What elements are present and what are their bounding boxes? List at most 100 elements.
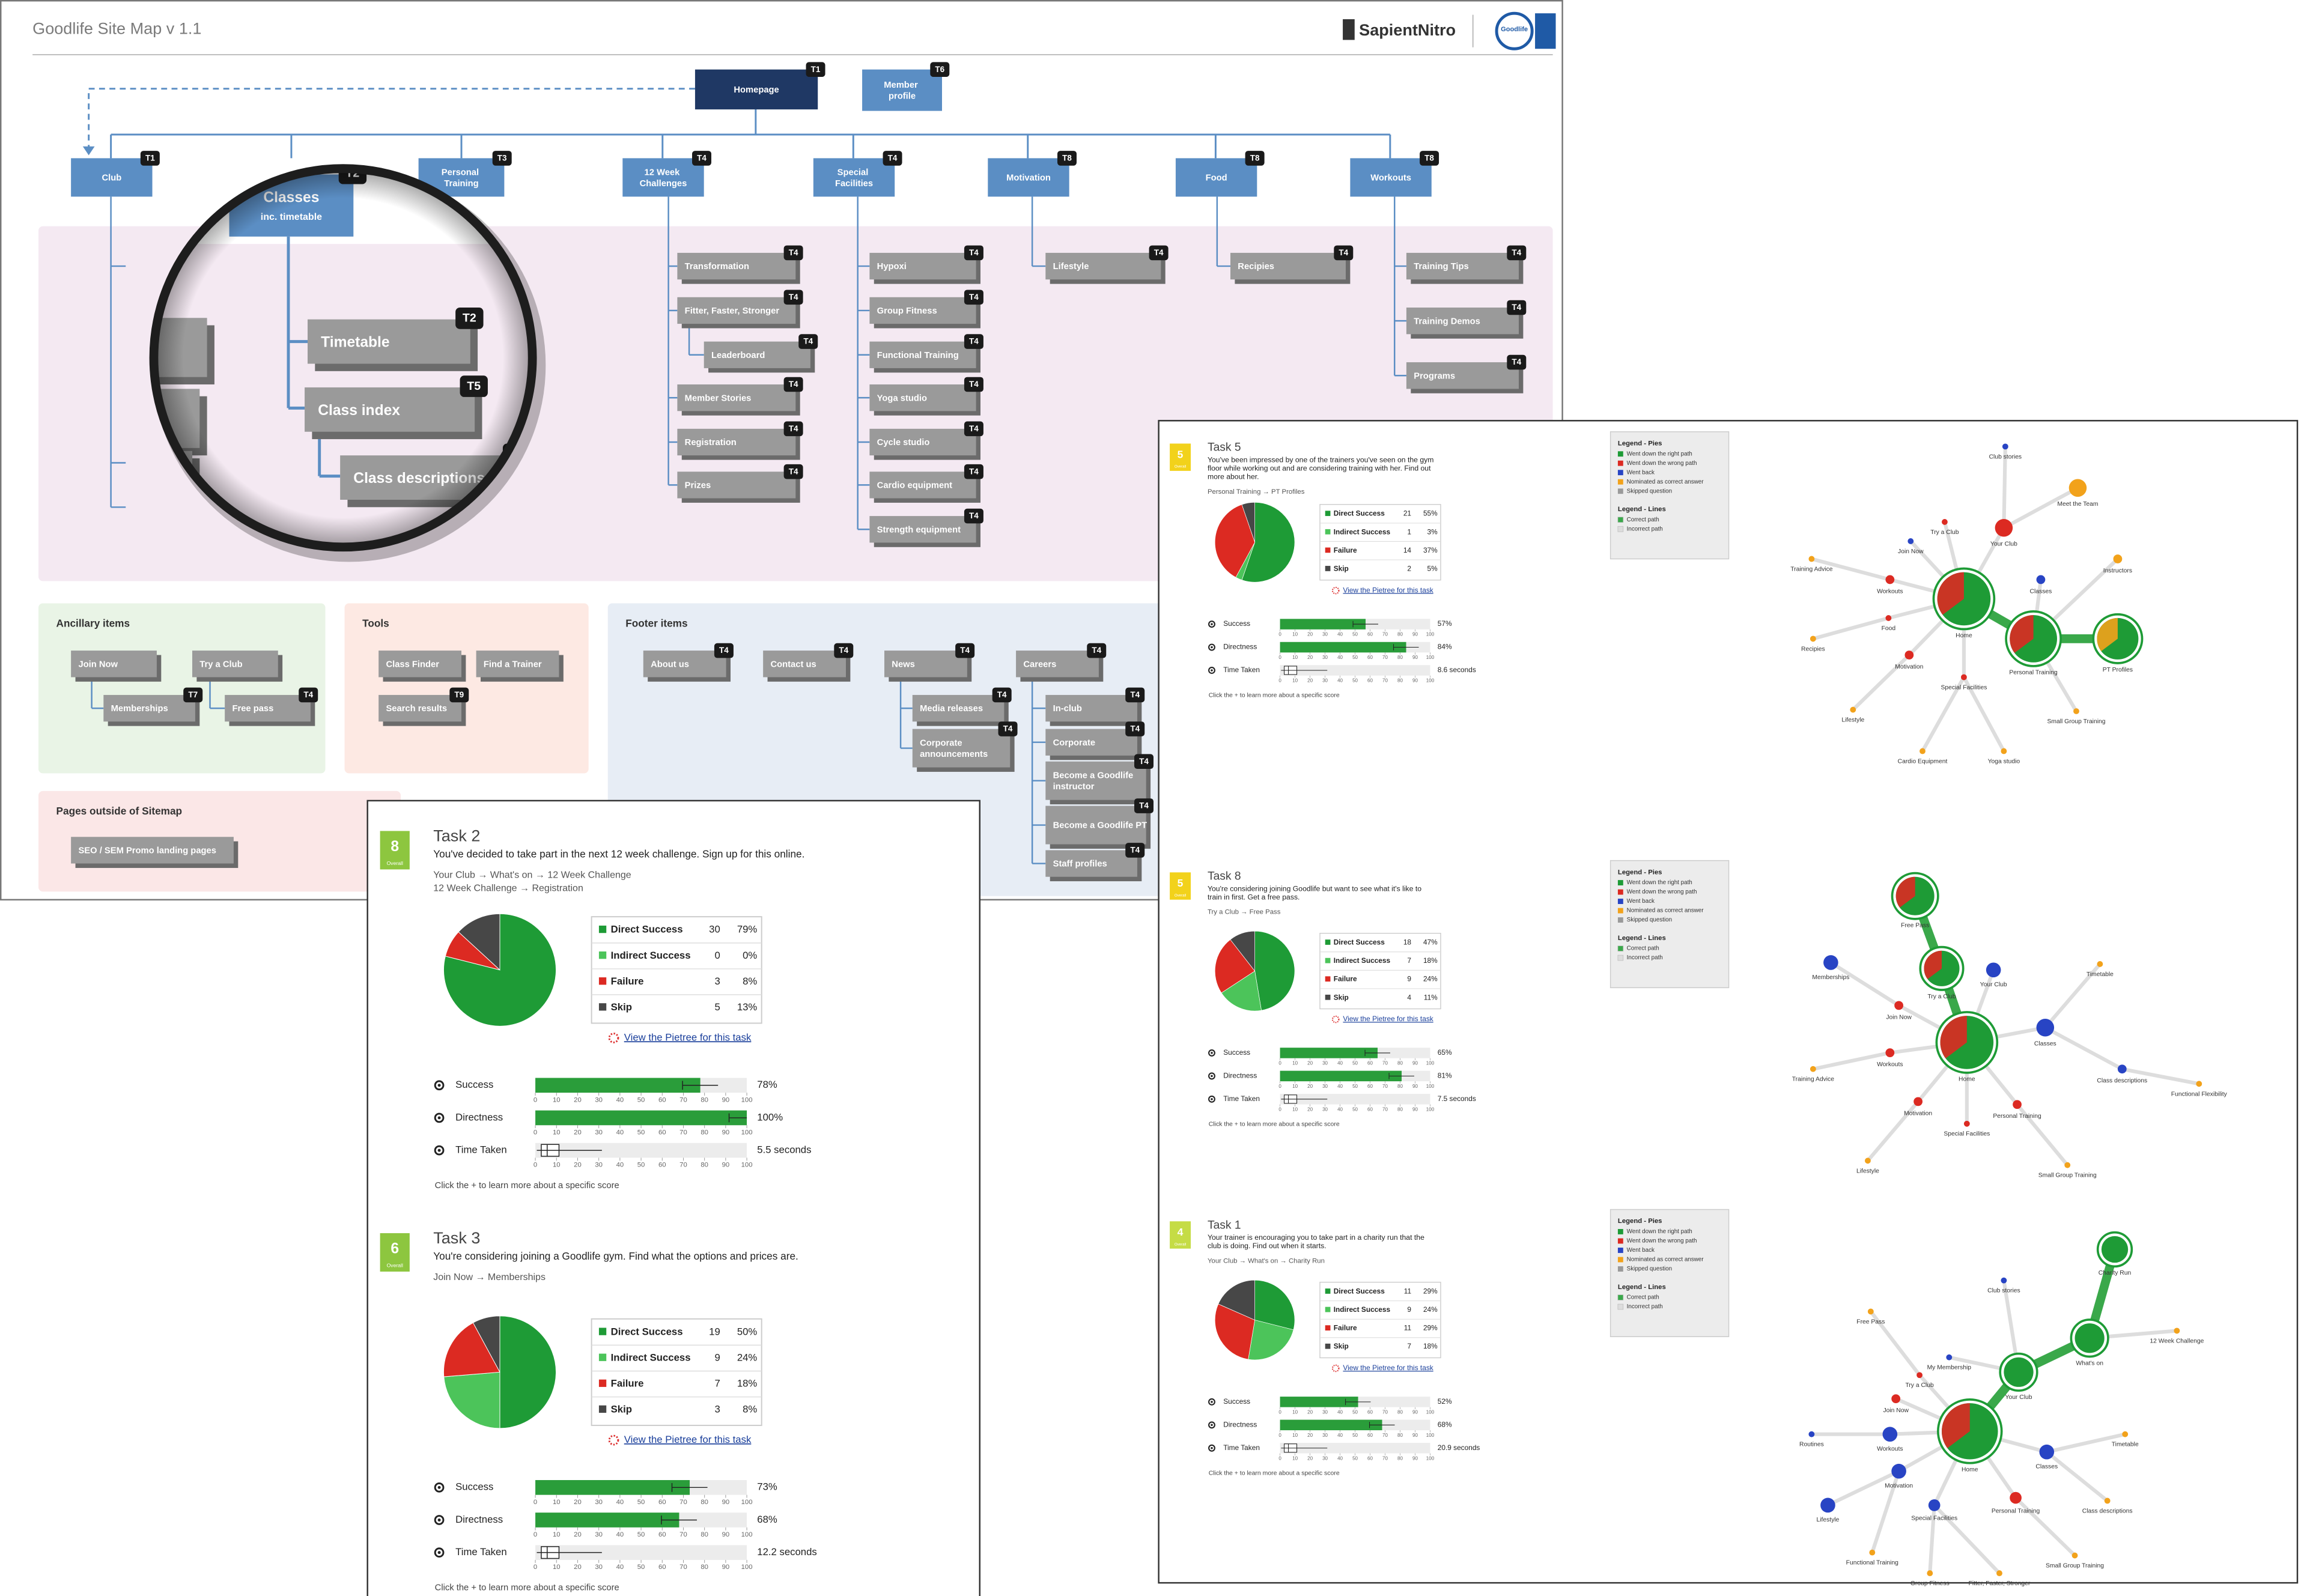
legend-box <box>1609 431 1730 560</box>
tag-label: T4 <box>969 511 979 520</box>
tick-label: 0 <box>1278 1455 1281 1461</box>
score-bar <box>1280 1070 1402 1082</box>
tick-label: 30 <box>595 1129 603 1136</box>
result-percent: 29% <box>1423 1287 1438 1295</box>
sitemap-node: Find a Trainer <box>476 651 564 682</box>
node-label: Homepage <box>734 85 779 95</box>
tag-label: T6 <box>935 65 944 74</box>
pie-slice <box>443 913 556 1027</box>
pietree: Home Your Club What's on Charity Run 12 Week… <box>1799 1231 2204 1587</box>
pietree-edge <box>2046 1432 2126 1454</box>
score-value: 6 <box>391 1241 399 1257</box>
pietree-link[interactable]: View the Pietree for this task <box>624 1434 752 1445</box>
pietree-link[interactable]: View the Pietree for this task <box>1343 1364 1433 1372</box>
result-count: 11 <box>1404 1324 1412 1332</box>
pie-slice <box>1241 502 1295 583</box>
pietree-label: Club stories <box>1987 1288 2020 1294</box>
score-note: Click the + to learn more about a specif… <box>1209 693 1340 699</box>
tag-label: T9 <box>454 690 464 699</box>
node-box <box>1045 850 1137 877</box>
score-caption: Overall <box>387 1262 403 1268</box>
pietree-edge <box>1869 1310 1921 1377</box>
pietree-label: Classes <box>2030 588 2052 595</box>
tick-label: 80 <box>1397 655 1403 660</box>
sitemap-node: Training Tips T4 <box>1406 245 1527 284</box>
task-description: You've decided to take part in the next … <box>433 848 804 860</box>
result-count: 9 <box>714 1352 720 1363</box>
legend-label: Skipped question <box>1627 488 1672 494</box>
score-caption: Overall <box>1175 465 1186 469</box>
pietree-node <box>1891 1394 1901 1404</box>
tag-label: T4 <box>1139 801 1149 810</box>
tag-label: T4 <box>789 293 798 302</box>
tick-label: 20 <box>574 1129 582 1136</box>
legend-label: Incorrect path <box>1627 526 1663 532</box>
legend-swatch <box>1617 899 1623 904</box>
section-area <box>38 603 326 774</box>
tick-label: 10 <box>1292 678 1298 684</box>
pietree-node <box>2013 1100 2022 1109</box>
legend-swatch <box>598 977 607 985</box>
pietree-link[interactable]: View the Pietree for this task <box>624 1031 752 1043</box>
sitemap-title: Goodlife Site Map v 1.1 <box>32 19 201 37</box>
tick-label: 10 <box>553 1564 561 1571</box>
tag-label: T1 <box>145 153 155 162</box>
score-note: Click the + to learn more about a specif… <box>435 1583 619 1593</box>
pietree-node <box>2117 1064 2127 1074</box>
tick-label: 40 <box>1337 1409 1343 1415</box>
results-table <box>591 916 762 1024</box>
pietree-node <box>2074 1323 2105 1353</box>
sitemap-node: Contact us T4 <box>763 643 854 682</box>
legend-swatch <box>1617 889 1623 895</box>
pietree-link[interactable]: View the Pietree for this task <box>1343 1015 1433 1023</box>
pietree-link[interactable]: View the Pietree for this task <box>1343 586 1433 594</box>
pietree-label: Workouts <box>1877 1446 1903 1452</box>
pie-slice <box>472 1315 500 1373</box>
pietree: Home Personal Training PT Profiles Your Clu… <box>1790 443 2144 765</box>
tick-label: 100 <box>1426 632 1435 637</box>
tick-label: 0 <box>1278 1433 1281 1438</box>
pietree-label: Motivation <box>1895 664 1923 670</box>
pietree-node <box>2196 1081 2202 1087</box>
pietree-label: 12 Week Challenge <box>2150 1338 2204 1344</box>
score-label: Time Taken <box>1223 1094 1260 1103</box>
pietree-node <box>1850 706 1856 713</box>
pietree-label: Timetable <box>2112 1442 2139 1448</box>
tag-box <box>930 62 950 77</box>
tick-label: 60 <box>1367 655 1373 660</box>
legend-swatch <box>1617 908 1623 914</box>
tick-label: 100 <box>741 1499 753 1506</box>
pietree-label: Charity Run <box>2099 1270 2132 1276</box>
node-label: Motivation <box>1006 174 1051 183</box>
node-label: Prizes <box>685 481 711 491</box>
tick-label: 40 <box>1337 1084 1343 1089</box>
tick-label: 60 <box>1367 632 1373 637</box>
expand-dot <box>437 1084 441 1087</box>
tag-label: T4 <box>969 424 979 433</box>
pietree-label: Routines <box>1799 1442 1824 1448</box>
tick-label: 90 <box>1412 632 1418 637</box>
pietree-node <box>1865 1158 1871 1164</box>
node-box <box>192 651 278 678</box>
tag-label: T4 <box>697 153 707 162</box>
tick-label: 50 <box>1352 1455 1358 1461</box>
tag-box <box>1334 245 1354 261</box>
sitemap-node: Member profile T6 <box>862 62 950 111</box>
result-percent: 55% <box>1423 509 1438 518</box>
tick-label: 80 <box>701 1096 708 1103</box>
pietree-icon <box>1331 1364 1340 1373</box>
pietree-label: Training Advice <box>1790 566 1832 572</box>
pie-slice <box>443 1322 500 1377</box>
node-label: Training Demos <box>1414 317 1480 326</box>
result-count: 9 <box>1407 1305 1411 1314</box>
pietree-label: Training Advice <box>1792 1076 1834 1083</box>
node-label: Personal Training <box>442 168 481 188</box>
dashed-link <box>88 88 695 148</box>
pietree-label: Motivation <box>1885 1483 1913 1490</box>
pietree-node-part <box>1895 876 1915 908</box>
sitemap-node: Careers T4 <box>1016 643 1107 682</box>
result-label: Failure <box>1334 975 1357 983</box>
pietree-node-part <box>1937 572 1964 615</box>
node-label: Media releases <box>920 704 983 714</box>
tick-label: 80 <box>1397 1455 1403 1461</box>
